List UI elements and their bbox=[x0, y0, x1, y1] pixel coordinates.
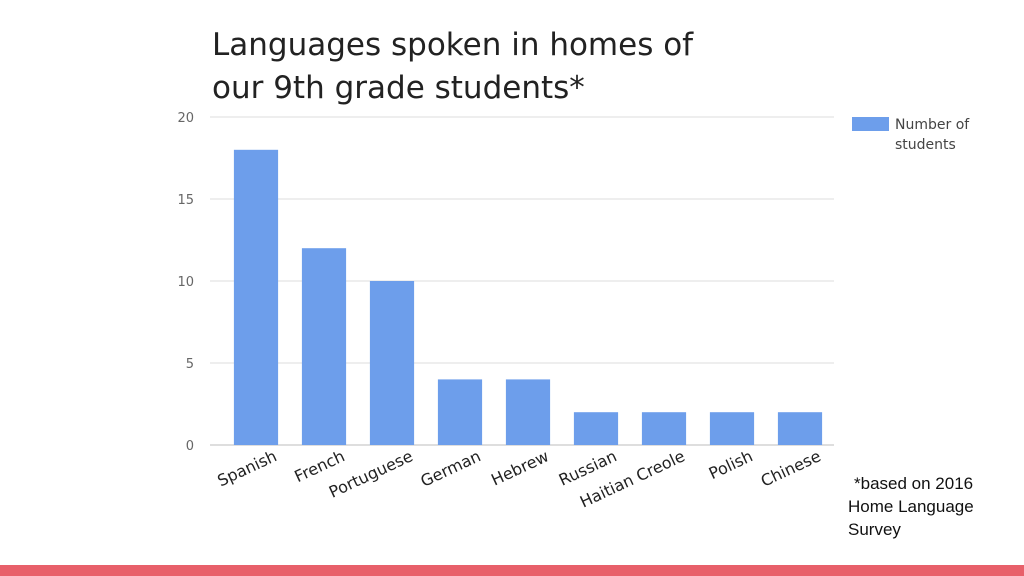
x-tick-label: Spanish bbox=[214, 446, 279, 490]
footnote-line-2: Home Language bbox=[848, 497, 974, 516]
x-tick-label: Chinese bbox=[758, 446, 824, 490]
legend-swatch bbox=[852, 117, 889, 131]
x-tick-label: German bbox=[418, 446, 484, 490]
bar-polish bbox=[709, 412, 755, 445]
bar-haitian-creole bbox=[641, 412, 687, 445]
bar-portuguese bbox=[369, 281, 415, 445]
y-tick-label: 15 bbox=[177, 193, 194, 208]
bar-hebrew bbox=[505, 379, 551, 445]
bar-russian bbox=[573, 412, 619, 445]
bar-french bbox=[301, 248, 347, 445]
y-axis-ticks: 0 5 10 15 20 bbox=[177, 111, 194, 454]
legend-label-line-1: Number of bbox=[895, 117, 970, 133]
bars bbox=[233, 149, 823, 446]
chart-title-line-2: our 9th grade students* bbox=[212, 70, 585, 106]
footnote: *based on 2016 Home Language Survey bbox=[848, 472, 1018, 541]
legend-label-line-2: students bbox=[895, 137, 956, 153]
bar-german bbox=[437, 379, 483, 445]
chart-title: Languages spoken in homes of our 9th gra… bbox=[212, 24, 832, 110]
bottom-accent-bar bbox=[0, 565, 1024, 576]
bar-spanish bbox=[233, 149, 279, 446]
y-tick-label: 5 bbox=[186, 357, 194, 372]
chart-title-line-1: Languages spoken in homes of bbox=[212, 27, 694, 63]
y-tick-label: 0 bbox=[186, 439, 194, 454]
footnote-line-1: *based on 2016 bbox=[854, 474, 974, 493]
y-tick-label: 20 bbox=[177, 111, 194, 126]
x-tick-label: Polish bbox=[706, 446, 756, 483]
legend: Number of students bbox=[852, 117, 970, 153]
footnote-line-3: Survey bbox=[848, 520, 901, 539]
y-tick-label: 10 bbox=[177, 275, 194, 290]
x-tick-label: Hebrew bbox=[488, 446, 551, 489]
bar-chinese bbox=[777, 412, 823, 445]
